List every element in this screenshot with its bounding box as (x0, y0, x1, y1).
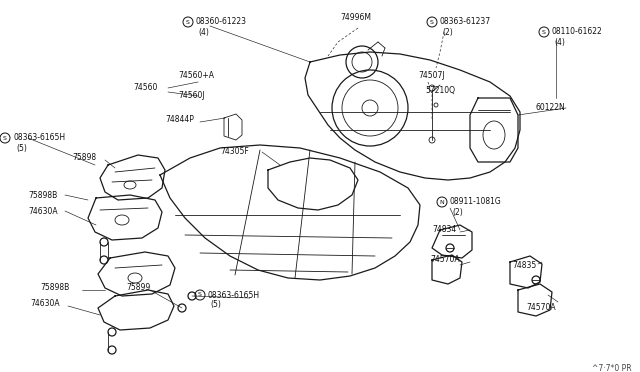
Text: 74560: 74560 (133, 83, 157, 93)
Text: 74630A: 74630A (30, 299, 60, 308)
Text: S: S (430, 19, 434, 25)
Text: 60122N: 60122N (536, 103, 566, 112)
Text: 74630A: 74630A (28, 208, 58, 217)
Text: 08110-61622: 08110-61622 (552, 28, 603, 36)
Text: (4): (4) (198, 28, 209, 36)
Text: 74835: 74835 (512, 260, 536, 269)
Text: 74570A: 74570A (526, 302, 556, 311)
Text: 75899: 75899 (126, 283, 150, 292)
Text: 08363-6165H: 08363-6165H (14, 134, 66, 142)
Text: N: N (440, 199, 444, 205)
Text: S: S (542, 29, 546, 35)
Text: 74834: 74834 (432, 224, 456, 234)
Text: 74560J: 74560J (178, 92, 205, 100)
Text: 74570A: 74570A (430, 256, 460, 264)
Text: (5): (5) (210, 301, 221, 310)
Text: 57210Q: 57210Q (425, 87, 455, 96)
Text: S: S (198, 292, 202, 298)
Text: 08363-61237: 08363-61237 (440, 17, 491, 26)
Text: (2): (2) (452, 208, 463, 217)
Text: 74844P: 74844P (165, 115, 194, 125)
Text: 74507J: 74507J (418, 71, 445, 80)
Text: (5): (5) (16, 144, 27, 153)
Text: (4): (4) (554, 38, 565, 46)
Text: 74996M: 74996M (340, 13, 371, 22)
Text: 74560+A: 74560+A (178, 71, 214, 80)
Text: 75898B: 75898B (40, 283, 69, 292)
Text: S: S (186, 19, 190, 25)
Text: 75898B: 75898B (28, 192, 57, 201)
Text: 75898: 75898 (72, 154, 96, 163)
Text: ^7·7*0 PR: ^7·7*0 PR (593, 364, 632, 372)
Text: S: S (3, 135, 7, 141)
Text: 08911-1081G: 08911-1081G (450, 198, 502, 206)
Text: (2): (2) (442, 28, 452, 36)
Text: 74305F: 74305F (220, 148, 249, 157)
Text: 08363-6165H: 08363-6165H (208, 291, 260, 299)
Text: 08360-61223: 08360-61223 (196, 17, 247, 26)
